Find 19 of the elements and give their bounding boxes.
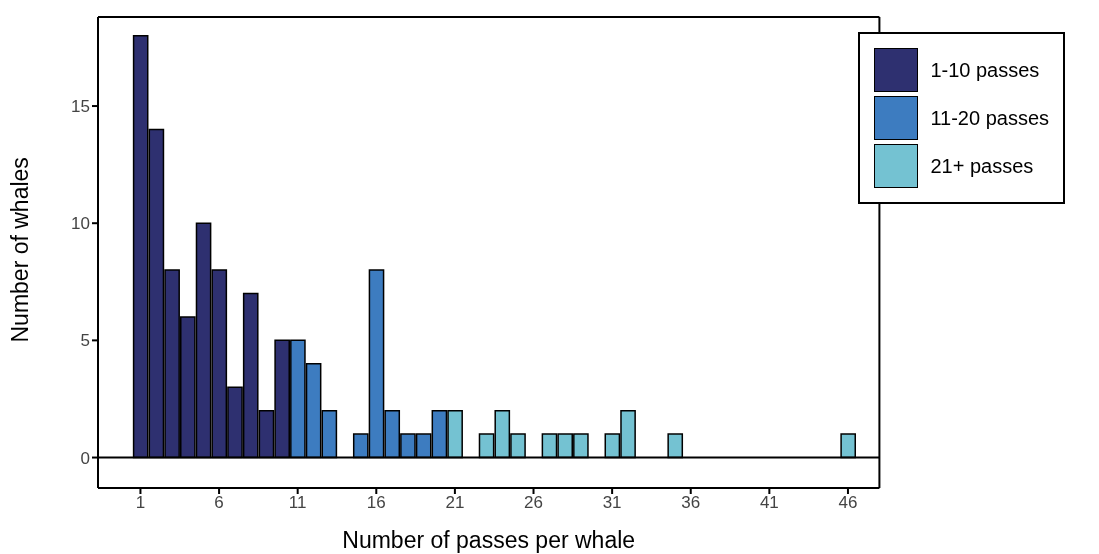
x-tick-label: 31 [602, 493, 622, 513]
x-tick-label: 11 [288, 493, 307, 513]
y-tick-label: 0 [80, 448, 90, 468]
legend-label: 21+ passes [930, 154, 1034, 178]
x-tick-label: 16 [366, 493, 386, 513]
legend-label: 1-10 passes [930, 58, 1040, 82]
x-axis-title: Number of passes per whale [342, 527, 636, 553]
y-tick-label: 15 [71, 97, 90, 117]
legend-label: 11-20 passes [930, 106, 1049, 130]
y-tick-label: 10 [71, 214, 90, 234]
x-tick-label: 41 [759, 493, 779, 513]
x-tick-label: 1 [135, 493, 146, 513]
x-tick-label: 21 [445, 493, 465, 513]
y-tick-label: 5 [80, 331, 90, 351]
x-tick-label: 6 [214, 493, 224, 513]
x-tick-label: 46 [838, 493, 858, 513]
x-tick-label: 26 [524, 493, 543, 513]
x-tick-label: 36 [681, 493, 701, 513]
y-axis-title: Number of whales [7, 157, 34, 343]
